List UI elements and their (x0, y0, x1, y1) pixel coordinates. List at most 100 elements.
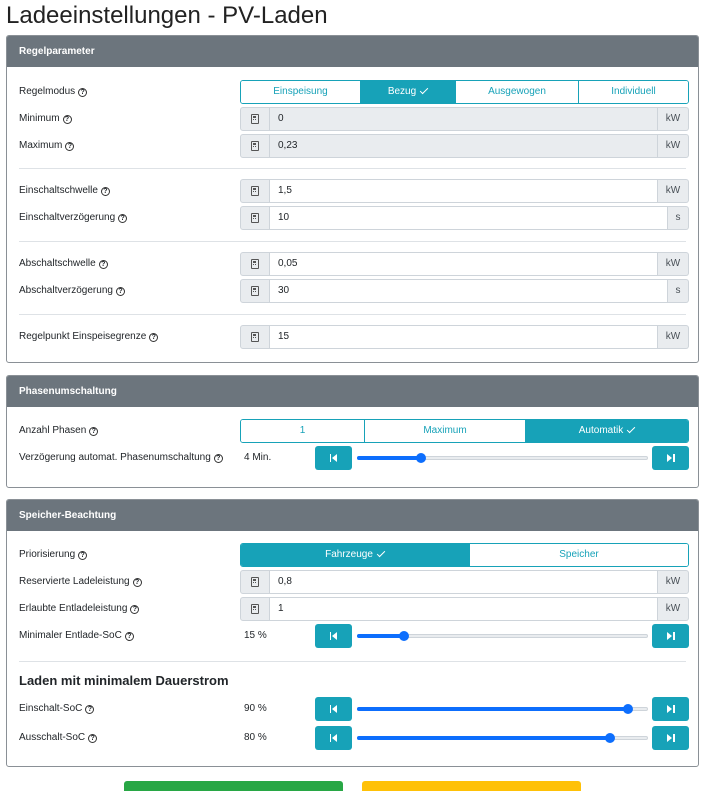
minimum-unit: kW (658, 107, 689, 131)
slider-thumb[interactable] (605, 733, 616, 743)
phasen-option-1[interactable]: 1 (241, 420, 365, 442)
einschalt-soc-decrease-button[interactable] (315, 697, 352, 721)
regelmodus-option-individuell[interactable]: Individuell (579, 81, 688, 103)
reservierte-label: Reservierte Ladeleistung? (19, 570, 142, 594)
einschalt-soc-increase-button[interactable] (652, 697, 689, 721)
help-icon[interactable]: ? (130, 605, 140, 614)
reset-button[interactable] (362, 781, 581, 791)
divider (19, 168, 686, 169)
priorisierung-row: Priorisierung? Fahrzeuge Speicher (7, 543, 698, 567)
min-soc-increase-button[interactable] (652, 624, 689, 648)
step-forward-icon (666, 454, 675, 462)
regelpunkt-row: Regelpunkt Einspeisegrenze? 15 kW (7, 325, 698, 349)
help-icon[interactable]: ? (124, 632, 134, 641)
regelmodus-option-bezug[interactable]: Bezug (361, 81, 456, 103)
ausschalt-soc-slider[interactable] (357, 726, 648, 750)
einschaltverzoegerung-input[interactable]: 10 (270, 206, 668, 230)
slider-thumb[interactable] (398, 631, 409, 641)
erlaubte-unit: kW (658, 597, 689, 621)
abschaltschwelle-input-group: 0,05 kW (240, 252, 689, 276)
calculator-icon (240, 134, 270, 158)
step-forward-icon (666, 705, 675, 713)
einschaltverzoegerung-input-group: 10 s (240, 206, 689, 230)
help-icon[interactable]: ? (213, 454, 223, 463)
minimum-input: 0 (270, 107, 658, 131)
regelpunkt-unit: kW (658, 325, 689, 349)
min-soc-slider[interactable] (357, 624, 648, 648)
abschaltverzoegerung-label: Abschaltverzögerung? (19, 279, 125, 303)
step-backward-icon (329, 705, 338, 713)
verzoegerung-row: Verzögerung automat. Phasenumschaltung? … (7, 446, 698, 470)
slider-thumb[interactable] (622, 704, 633, 714)
verzoegerung-value: 4 Min. (244, 452, 272, 463)
help-icon[interactable]: ? (118, 214, 128, 223)
step-forward-icon (666, 632, 675, 640)
regelpunkt-label: Regelpunkt Einspeisegrenze? (19, 325, 159, 349)
ausschalt-soc-increase-button[interactable] (652, 726, 689, 750)
help-icon[interactable]: ? (100, 187, 110, 196)
einschalt-soc-value: 90 % (244, 703, 267, 714)
abschaltschwelle-label: Abschaltschwelle? (19, 252, 108, 276)
phasen-option-automatik[interactable]: Automatik (526, 420, 688, 442)
step-backward-icon (329, 734, 338, 742)
help-icon[interactable]: ? (78, 88, 88, 97)
help-icon[interactable]: ? (62, 115, 72, 124)
calculator-icon (240, 279, 270, 303)
help-icon[interactable]: ? (115, 287, 125, 296)
check-icon (376, 548, 386, 558)
divider (19, 661, 686, 662)
maximum-row: Maximum? 0,23 kW (7, 134, 698, 158)
reservierte-row: Reservierte Ladeleistung? 0,8 kW (7, 570, 698, 594)
verzoegerung-slider[interactable] (357, 446, 648, 470)
abschaltverzoegerung-row: Abschaltverzögerung? 30 s (7, 279, 698, 303)
reservierte-input[interactable]: 0,8 (270, 570, 658, 594)
check-icon (419, 85, 429, 95)
minimum-input-group: 0 kW (240, 107, 689, 131)
phasen-option-maximum[interactable]: Maximum (365, 420, 526, 442)
abschaltschwelle-unit: kW (658, 252, 689, 276)
einschalt-soc-slider[interactable] (357, 697, 648, 721)
abschaltverzoegerung-input[interactable]: 30 (270, 279, 668, 303)
regelpunkt-input[interactable]: 15 (270, 325, 658, 349)
phasenumschaltung-card: Phasenumschaltung Anzahl Phasen? 1 Maxim… (6, 375, 699, 488)
step-forward-icon (666, 734, 675, 742)
einschaltschwelle-input[interactable]: 1,5 (270, 179, 658, 203)
min-soc-decrease-button[interactable] (315, 624, 352, 648)
einschaltverzoegerung-label: Einschaltverzögerung? (19, 206, 128, 230)
verzoegerung-decrease-button[interactable] (315, 446, 352, 470)
calculator-icon (240, 325, 270, 349)
ausschalt-soc-decrease-button[interactable] (315, 726, 352, 750)
einschaltschwelle-label: Einschaltschwelle? (19, 179, 110, 203)
min-soc-row: Minimaler Entlade-SoC? 15 % (7, 624, 698, 648)
help-icon[interactable]: ? (85, 705, 95, 714)
help-icon[interactable]: ? (98, 260, 108, 269)
help-icon[interactable]: ? (89, 427, 99, 436)
calculator-icon (240, 107, 270, 131)
reservierte-input-group: 0,8 kW (240, 570, 689, 594)
min-soc-label: Minimaler Entlade-SoC? (19, 624, 134, 648)
help-icon[interactable]: ? (65, 142, 75, 151)
regelmodus-option-einspeisung[interactable]: Einspeisung (241, 81, 361, 103)
minimum-label: Minimum? (19, 107, 72, 131)
verzoegerung-label: Verzögerung automat. Phasenumschaltung? (19, 446, 223, 470)
speicher-header: Speicher-Beachtung (7, 500, 698, 531)
regelmodus-option-ausgewogen[interactable]: Ausgewogen (456, 81, 579, 103)
verzoegerung-increase-button[interactable] (652, 446, 689, 470)
priorisierung-option-fahrzeuge[interactable]: Fahrzeuge (241, 544, 470, 566)
regelmodus-button-group: Einspeisung Bezug Ausgewogen Individuell (240, 80, 689, 104)
slider-thumb[interactable] (416, 453, 427, 463)
save-button[interactable] (124, 781, 343, 791)
help-icon[interactable]: ? (88, 734, 98, 743)
erlaubte-input[interactable]: 1 (270, 597, 658, 621)
reservierte-unit: kW (658, 570, 689, 594)
speicher-card: Speicher-Beachtung Priorisierung? Fahrze… (6, 499, 699, 767)
help-icon[interactable]: ? (78, 551, 88, 560)
abschaltverzoegerung-unit: s (668, 279, 689, 303)
help-icon[interactable]: ? (149, 333, 159, 342)
min-soc-value: 15 % (244, 630, 267, 641)
priorisierung-option-speicher[interactable]: Speicher (470, 544, 688, 566)
help-icon[interactable]: ? (132, 578, 142, 587)
minimum-row: Minimum? 0 kW (7, 107, 698, 131)
step-backward-icon (329, 632, 338, 640)
abschaltschwelle-input[interactable]: 0,05 (270, 252, 658, 276)
